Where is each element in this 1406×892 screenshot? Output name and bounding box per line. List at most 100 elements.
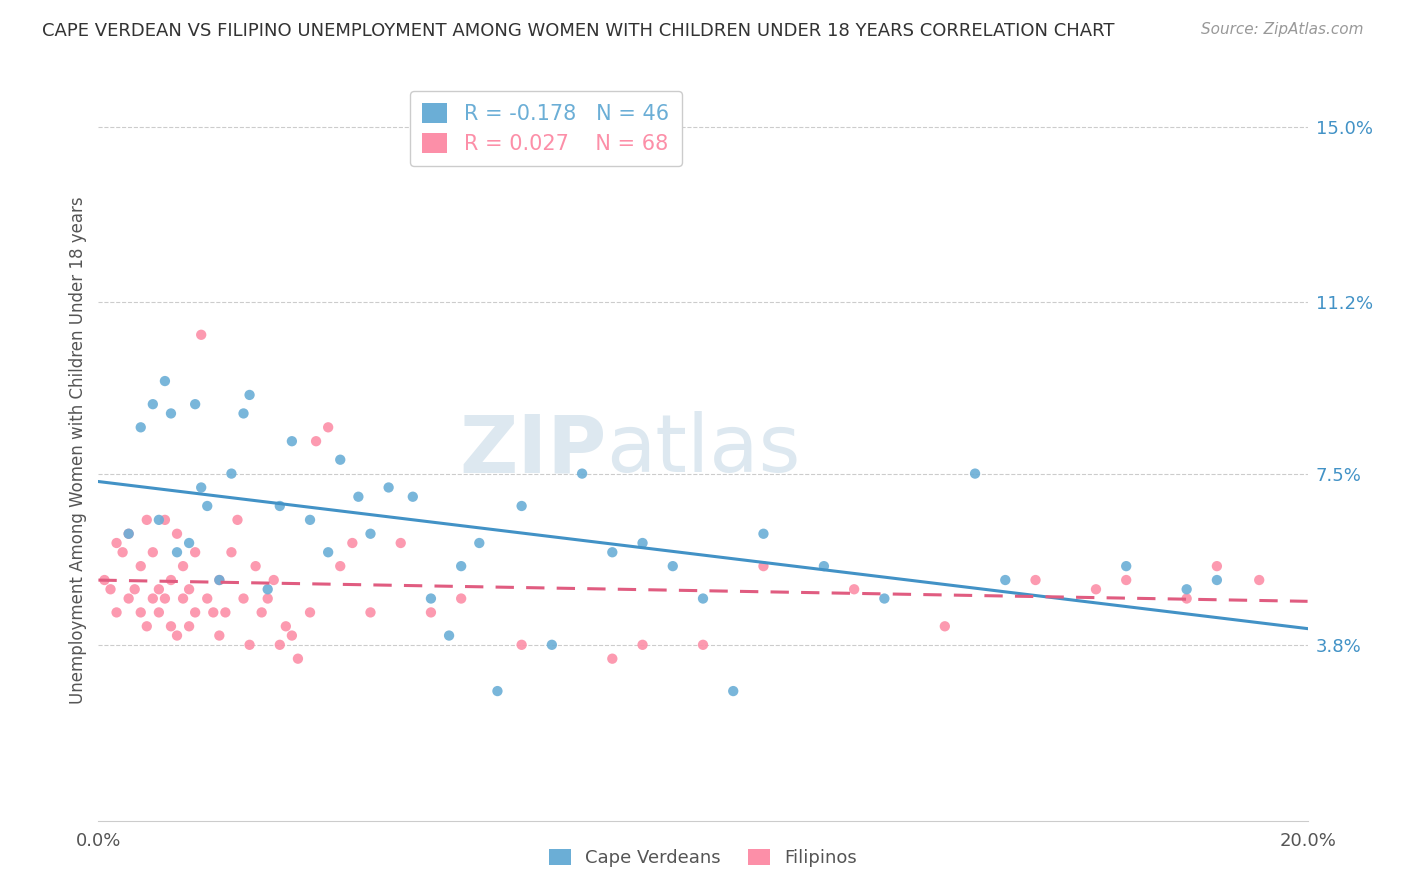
- Point: [153, 591, 176, 606]
- Point: [263, 573, 285, 587]
- Point: [232, 407, 254, 421]
- Point: [160, 407, 183, 421]
- Legend: R = -0.178   N = 46, R = 0.027    N = 68: R = -0.178 N = 46, R = 0.027 N = 68: [411, 91, 682, 166]
- Point: [437, 628, 460, 642]
- Point: [142, 397, 165, 411]
- Point: [166, 526, 188, 541]
- Point: [148, 606, 170, 620]
- Point: [124, 582, 146, 597]
- Point: [195, 591, 218, 606]
- Point: [153, 374, 176, 388]
- Text: atlas: atlas: [606, 411, 800, 490]
- Point: [135, 513, 157, 527]
- Point: [316, 545, 339, 559]
- Point: [450, 559, 472, 574]
- Point: [510, 499, 533, 513]
- Point: [329, 452, 352, 467]
- Point: [274, 619, 297, 633]
- Point: [450, 591, 472, 606]
- Point: [256, 582, 278, 597]
- Text: ZIP: ZIP: [458, 411, 606, 490]
- Point: [202, 606, 225, 620]
- Point: [160, 573, 183, 587]
- Point: [232, 591, 254, 606]
- Point: [723, 684, 745, 698]
- Point: [873, 591, 896, 606]
- Point: [1115, 559, 1137, 574]
- Point: [208, 628, 231, 642]
- Point: [299, 513, 322, 527]
- Point: [486, 684, 509, 698]
- Point: [602, 651, 624, 665]
- Point: [602, 545, 624, 559]
- Point: [281, 434, 304, 449]
- Point: [195, 499, 218, 513]
- Point: [1085, 582, 1108, 597]
- Point: [299, 606, 322, 620]
- Legend: Cape Verdeans, Filipinos: Cape Verdeans, Filipinos: [541, 841, 865, 874]
- Point: [402, 490, 425, 504]
- Point: [281, 628, 304, 642]
- Point: [631, 536, 654, 550]
- Point: [316, 420, 339, 434]
- Point: [190, 480, 212, 494]
- Point: [256, 591, 278, 606]
- Point: [752, 559, 775, 574]
- Point: [129, 559, 152, 574]
- Point: [105, 606, 128, 620]
- Point: [118, 526, 141, 541]
- Point: [1249, 573, 1271, 587]
- Point: [813, 559, 835, 574]
- Point: [245, 559, 267, 574]
- Point: [208, 573, 231, 587]
- Point: [184, 545, 207, 559]
- Point: [692, 591, 714, 606]
- Point: [1206, 559, 1229, 574]
- Point: [184, 606, 207, 620]
- Text: Source: ZipAtlas.com: Source: ZipAtlas.com: [1201, 22, 1364, 37]
- Point: [1024, 573, 1046, 587]
- Point: [172, 591, 194, 606]
- Text: CAPE VERDEAN VS FILIPINO UNEMPLOYMENT AMONG WOMEN WITH CHILDREN UNDER 18 YEARS C: CAPE VERDEAN VS FILIPINO UNEMPLOYMENT AM…: [42, 22, 1115, 40]
- Point: [172, 559, 194, 574]
- Point: [179, 536, 201, 550]
- Point: [166, 628, 188, 642]
- Point: [93, 573, 115, 587]
- Point: [329, 559, 352, 574]
- Point: [148, 582, 170, 597]
- Point: [934, 619, 956, 633]
- Point: [160, 619, 183, 633]
- Point: [1175, 582, 1198, 597]
- Point: [1175, 591, 1198, 606]
- Point: [100, 582, 122, 597]
- Point: [389, 536, 412, 550]
- Point: [342, 536, 364, 550]
- Point: [129, 606, 152, 620]
- Point: [661, 559, 683, 574]
- Point: [239, 638, 262, 652]
- Point: [142, 545, 165, 559]
- Point: [250, 606, 273, 620]
- Point: [305, 434, 328, 449]
- Point: [692, 638, 714, 652]
- Point: [179, 582, 201, 597]
- Point: [135, 619, 157, 633]
- Point: [226, 513, 249, 527]
- Point: [1206, 573, 1229, 587]
- Point: [752, 526, 775, 541]
- Point: [360, 526, 382, 541]
- Point: [844, 582, 866, 597]
- Point: [540, 638, 562, 652]
- Point: [239, 388, 262, 402]
- Point: [153, 513, 176, 527]
- Point: [360, 606, 382, 620]
- Point: [269, 638, 291, 652]
- Point: [214, 606, 236, 620]
- Point: [420, 606, 443, 620]
- Point: [129, 420, 152, 434]
- Point: [468, 536, 491, 550]
- Point: [269, 499, 291, 513]
- Point: [118, 591, 141, 606]
- Point: [184, 397, 207, 411]
- Point: [420, 591, 443, 606]
